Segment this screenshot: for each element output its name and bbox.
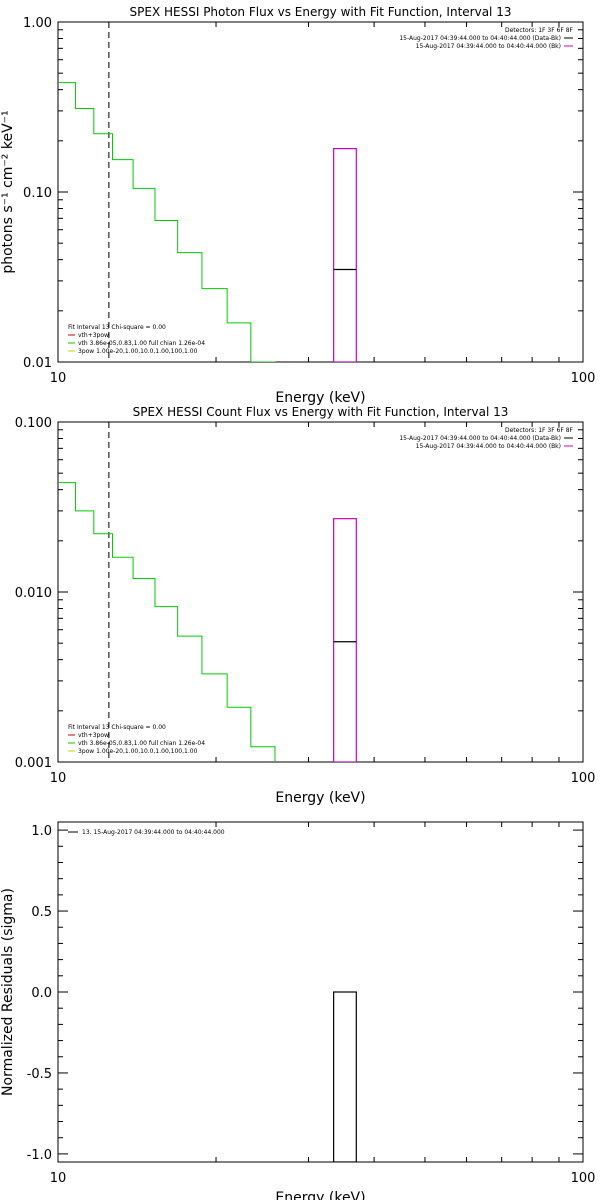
spectrum-series-line [58, 482, 276, 762]
x-tick-label: 10 [50, 1171, 67, 1186]
legend-entry: 15-Aug-2017 04:39:44.000 to 04:40:44.000… [416, 443, 561, 450]
fit-info-text: Fit Interval 13 Chi-square = 0.00 [68, 324, 166, 331]
fit-info-text: vth+3pow [78, 732, 109, 739]
x-tick-label: 10 [50, 371, 67, 386]
plot-frame [57, 821, 584, 1163]
x-axis-label: Energy (keV) [275, 790, 365, 806]
x-tick-label: 100 [571, 1171, 596, 1186]
background-bin-box [333, 991, 357, 1162]
y-tick-label: 0.010 [15, 586, 52, 601]
y-tick-label: -0.5 [27, 1067, 52, 1082]
x-tick-label: 10 [50, 771, 67, 786]
y-tick-label: -1.0 [27, 1148, 52, 1163]
legend-header: Detectors: 1F 3F 6F 8F [505, 27, 574, 34]
legend-header: Detectors: 1F 3F 6F 8F [505, 427, 574, 434]
spectrum-series-line [58, 82, 276, 362]
y-tick-label: 1.00 [23, 16, 52, 31]
plot-frame [57, 21, 584, 363]
fit-info-text: 3pow 1.00e-20,1.00,10.0,1.00,100,1.00 [78, 348, 198, 355]
x-tick-label: 100 [571, 371, 596, 386]
background-bin-box [333, 148, 357, 362]
y-tick-label: 0.100 [15, 416, 52, 431]
y-tick-label: 0.10 [23, 186, 52, 201]
legend-entry: 15-Aug-2017 04:39:44.000 to 04:40:44.000… [399, 435, 561, 442]
fit-info-text: vth 3.86e-05,0.83,1.00 full chian 1.26e-… [78, 340, 205, 347]
y-tick-label: 0.0 [31, 986, 52, 1001]
chart-title: SPEX HESSI Photon Flux vs Energy with Fi… [130, 5, 512, 19]
legend-entry: 15-Aug-2017 04:39:44.000 to 04:40:44.000… [399, 35, 561, 42]
x-tick-label: 100 [571, 771, 596, 786]
y-axis-label: Normalized Residuals (sigma) [0, 888, 16, 1096]
fit-info-text: 3pow 1.00e-20,1.00,10.0,1.00,100,1.00 [78, 748, 198, 755]
x-axis-label: Energy (keV) [275, 390, 365, 406]
plot-frame [57, 421, 584, 763]
y-axis-label: photons s⁻¹ cm⁻² keV⁻¹ [0, 110, 16, 273]
fit-info-text: Fit Interval 13 Chi-square = 0.00 [68, 724, 166, 731]
background-bin-box [333, 518, 357, 762]
y-tick-label: 0.5 [31, 905, 52, 920]
y-tick-label: 0.01 [23, 356, 52, 371]
fit-info-text: vth 3.86e-05,0.83,1.00 full chian 1.26e-… [78, 740, 205, 747]
fit-info-text: vth+3pow [78, 332, 109, 339]
y-tick-label: 0.001 [15, 756, 52, 771]
x-axis-label: Energy (keV) [275, 1190, 365, 1200]
chart-title: SPEX HESSI Count Flux vs Energy with Fit… [133, 405, 509, 419]
legend-entry: 15-Aug-2017 04:39:44.000 to 04:40:44.000… [416, 43, 561, 50]
legend-entry: 13. 15-Aug-2017 04:39:44.000 to 04:40:44… [82, 829, 225, 836]
y-tick-label: 1.0 [31, 824, 52, 839]
